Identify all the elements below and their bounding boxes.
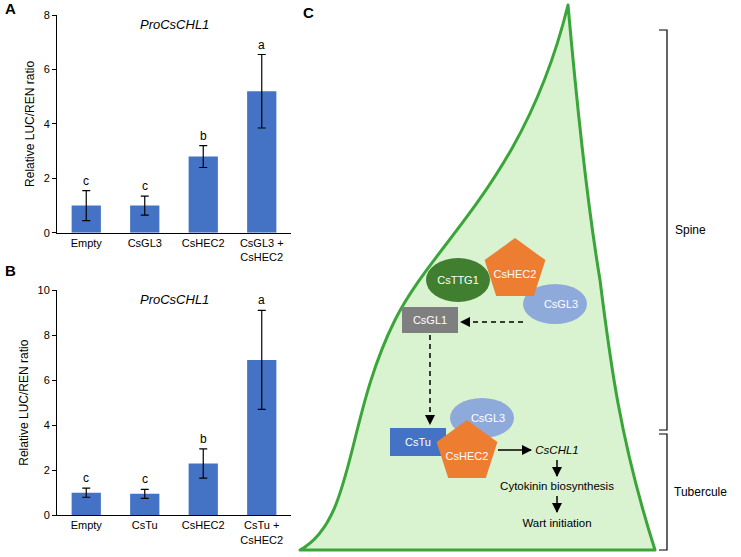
svg-text:c: c <box>83 174 89 188</box>
svg-text:A: A <box>5 0 16 17</box>
svg-text:CsGL3: CsGL3 <box>128 237 162 249</box>
svg-text:CsGL3 +CsHEC2: CsGL3 +CsHEC2 <box>240 237 284 263</box>
svg-text:Cytokinin biosynthesis: Cytokinin biosynthesis <box>500 480 614 492</box>
svg-text:c: c <box>142 472 148 486</box>
svg-text:4: 4 <box>44 118 50 130</box>
svg-text:Relative LUC/REN ratio: Relative LUC/REN ratio <box>17 339 31 465</box>
svg-text:a: a <box>258 38 265 52</box>
svg-text:Empty: Empty <box>71 237 103 249</box>
svg-text:CsGL3: CsGL3 <box>544 298 578 310</box>
svg-text:CsTTG1: CsTTG1 <box>437 274 479 286</box>
svg-text:ProCsCHL1: ProCsCHL1 <box>140 17 209 32</box>
svg-text:ProCsCHL1: ProCsCHL1 <box>140 292 209 307</box>
svg-text:c: c <box>83 471 89 485</box>
svg-text:c: c <box>142 179 148 193</box>
svg-text:Wart initiation: Wart initiation <box>522 517 591 529</box>
svg-text:10: 10 <box>38 284 50 296</box>
svg-text:CsCHL1: CsCHL1 <box>535 444 578 456</box>
svg-text:Tubercule: Tubercule <box>674 485 727 499</box>
svg-text:B: B <box>5 262 16 279</box>
svg-text:2: 2 <box>44 172 50 184</box>
svg-text:6: 6 <box>44 63 50 75</box>
svg-text:b: b <box>200 432 207 446</box>
svg-text:0: 0 <box>44 509 50 521</box>
svg-text:8: 8 <box>44 329 50 341</box>
svg-text:CsTu: CsTu <box>405 436 431 448</box>
svg-text:a: a <box>258 293 265 307</box>
svg-text:b: b <box>200 129 207 143</box>
svg-text:C: C <box>303 4 314 21</box>
svg-text:CsHEC2: CsHEC2 <box>494 268 537 280</box>
svg-text:0: 0 <box>44 227 50 239</box>
svg-text:CsHEC2: CsHEC2 <box>182 237 225 249</box>
svg-text:Spine: Spine <box>675 223 706 237</box>
svg-text:Relative LUC/REN ratio: Relative LUC/REN ratio <box>23 61 37 187</box>
svg-text:2: 2 <box>44 464 50 476</box>
svg-text:CsHEC2: CsHEC2 <box>182 519 225 531</box>
svg-text:CsGL1: CsGL1 <box>413 314 447 326</box>
svg-text:4: 4 <box>44 419 50 431</box>
svg-text:CsHEC2: CsHEC2 <box>446 450 489 462</box>
svg-text:CsTu: CsTu <box>132 519 158 531</box>
svg-text:8: 8 <box>44 9 50 21</box>
svg-text:6: 6 <box>44 374 50 386</box>
svg-text:CsGL3: CsGL3 <box>471 412 505 424</box>
svg-text:Empty: Empty <box>71 519 103 531</box>
svg-text:CsTu +CsHEC2: CsTu +CsHEC2 <box>240 519 283 545</box>
